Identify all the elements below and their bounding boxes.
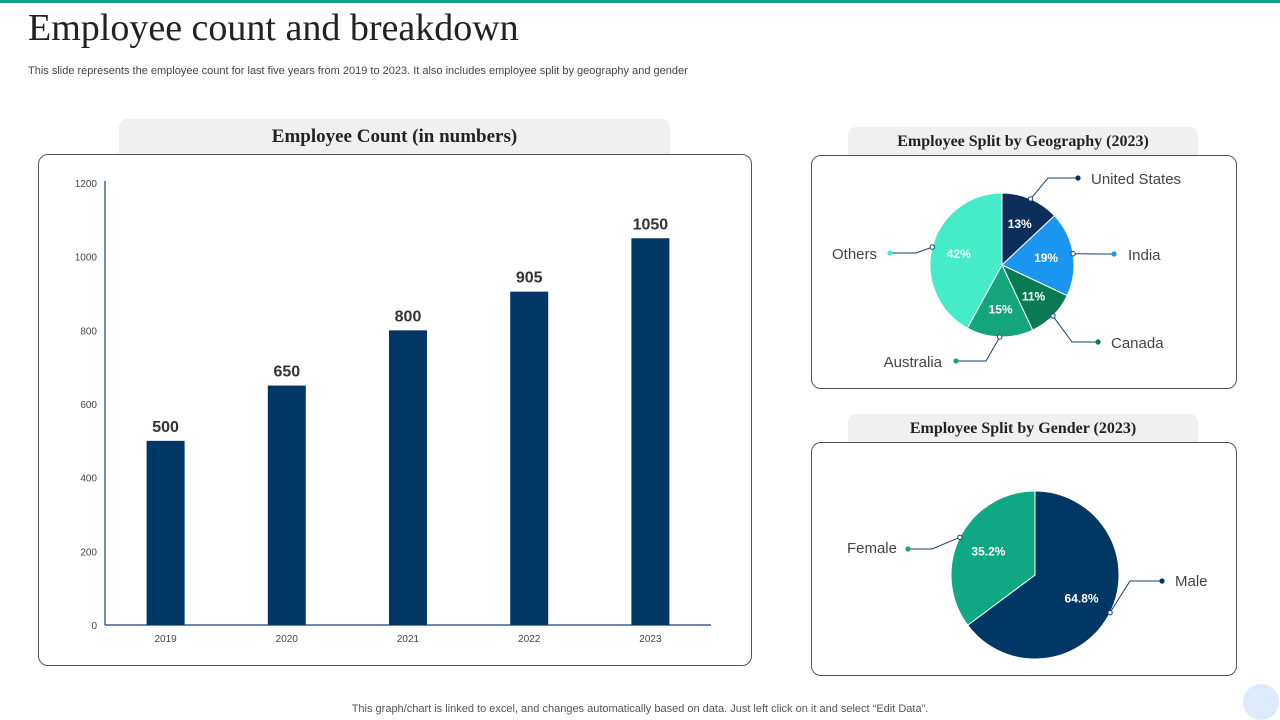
leader-end-dot	[1159, 578, 1165, 584]
gender-pie-chart[interactable]: 64.8% Male 35.2% Female	[812, 443, 1236, 675]
leader-end-dot	[1075, 175, 1081, 181]
legend-label-united-states: United States	[1091, 171, 1181, 188]
page-subtitle: This slide represents the employee count…	[28, 65, 688, 77]
y-tick-label: 1000	[75, 253, 98, 264]
bar-2020[interactable]	[267, 385, 306, 625]
bar-value-label: 650	[273, 364, 300, 381]
y-tick-label: 600	[80, 400, 97, 411]
x-tick-label: 2022	[518, 634, 541, 645]
slice-percent-label: 35.2%	[971, 545, 1005, 559]
slice-percent-label: 64.8%	[1065, 591, 1099, 605]
leader-origin-dot	[929, 244, 935, 250]
geo-pie-chart[interactable]: 13% United States 19% India 11% Canada 15% Aust…	[812, 156, 1236, 388]
legend-label-others: Others	[832, 246, 877, 263]
leader-origin-dot	[1050, 313, 1056, 319]
leader-end-dot	[887, 250, 893, 256]
x-tick-label: 2020	[276, 634, 299, 645]
legend-label-male: Male	[1175, 573, 1208, 590]
slice-percent-label: 19%	[1034, 251, 1058, 265]
bar-2019[interactable]	[146, 440, 185, 625]
bar-2022[interactable]	[510, 291, 549, 625]
bar-chart[interactable]: 0 200 400 600 800 1000 1200 500 2019 650 2020 800 20…	[39, 155, 751, 665]
leader-origin-dot	[957, 534, 963, 541]
y-tick-label: 1200	[75, 179, 98, 190]
leader-origin-dot	[1027, 196, 1034, 202]
y-tick-label: 400	[80, 474, 97, 485]
leader-origin-dot	[997, 334, 1003, 340]
x-tick-label: 2023	[639, 634, 662, 645]
slice-percent-label: 15%	[989, 303, 1013, 317]
geo-chart-panel: 13% United States 19% India 11% Canada 15% Aust…	[811, 155, 1237, 389]
gender-chart-title: Employee Split by Gender (2023)	[909, 420, 1137, 437]
slice-percent-label: 13%	[1008, 217, 1032, 231]
geo-chart-title-tab: Employee Split by Geography (2023)	[848, 127, 1198, 156]
leader-line	[1109, 580, 1162, 613]
gender-chart-title-tab: Employee Split by Gender (2023)	[848, 414, 1198, 443]
y-tick-label: 200	[80, 547, 97, 558]
y-tick-label: 0	[91, 621, 97, 632]
bar-chart-panel: 0 200 400 600 800 1000 1200 500 2019 650 2020 800 20…	[38, 154, 752, 666]
bar-value-label: 500	[152, 419, 179, 436]
bar-chart-title: Employee Count (in numbers)	[271, 126, 518, 147]
gender-chart-panel: 64.8% Male 35.2% Female	[811, 442, 1237, 676]
page-title: Employee count and breakdown	[28, 7, 519, 49]
bar-2023[interactable]	[631, 238, 670, 625]
slice-percent-label: 42%	[947, 247, 971, 261]
leader-end-dot	[1111, 251, 1117, 257]
legend-label-india: India	[1128, 247, 1161, 264]
leader-line	[1030, 177, 1078, 200]
x-tick-label: 2019	[154, 634, 177, 645]
x-tick-label: 2021	[397, 634, 420, 645]
leader-line	[956, 336, 1001, 362]
footer-note: This graph/chart is linked to excel, and…	[351, 703, 929, 715]
leader-line	[908, 536, 961, 550]
bar-value-label: 1050	[633, 216, 669, 233]
leader-origin-dot	[1107, 609, 1113, 616]
leader-origin-dot	[1070, 251, 1076, 257]
leader-line	[890, 246, 933, 254]
leader-end-dot	[1095, 339, 1101, 345]
top-accent-line	[0, 0, 1280, 3]
corner-decoration	[1243, 684, 1279, 720]
leader-end-dot	[953, 358, 959, 364]
bar-value-label: 800	[395, 308, 422, 325]
bar-value-label: 905	[516, 270, 543, 287]
slice-percent-label: 11%	[1022, 290, 1046, 304]
leader-line	[1052, 315, 1098, 343]
legend-label-female: Female	[847, 540, 897, 557]
leader-end-dot	[905, 546, 911, 552]
legend-label-canada: Canada	[1111, 335, 1164, 352]
y-tick-label: 800	[80, 326, 97, 337]
bar-chart-title-tab: Employee Count (in numbers)	[119, 119, 670, 155]
bar-2021[interactable]	[389, 330, 427, 625]
geo-chart-title: Employee Split by Geography (2023)	[897, 133, 1149, 150]
legend-label-australia: Australia	[884, 354, 943, 371]
